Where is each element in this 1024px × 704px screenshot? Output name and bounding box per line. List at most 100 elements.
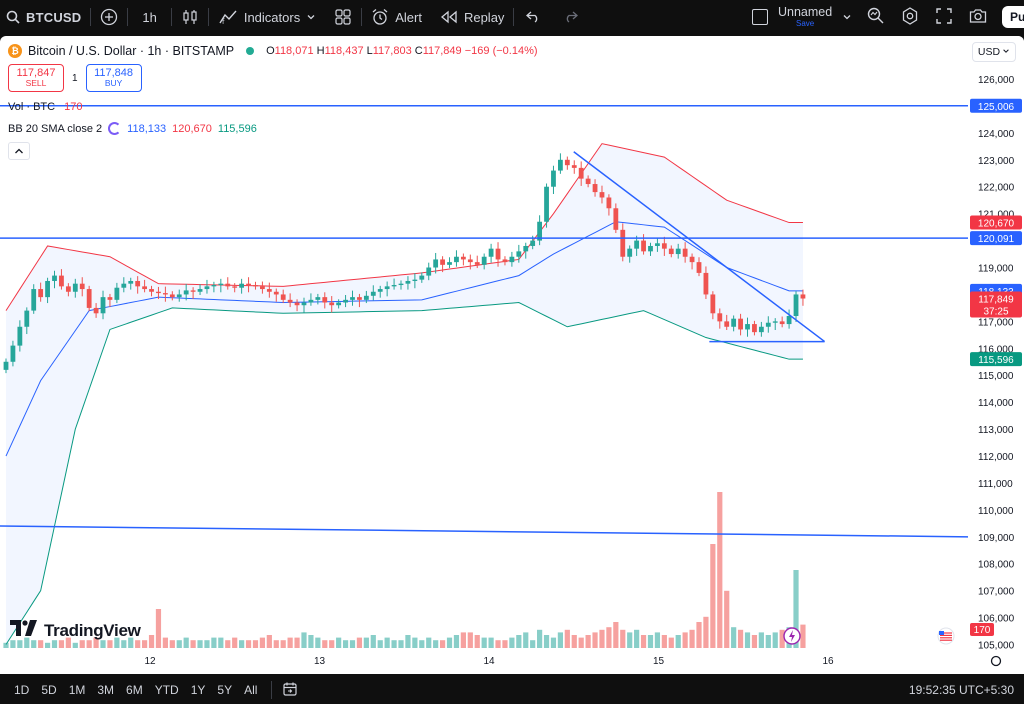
volume-bar	[474, 635, 480, 648]
volume-bar	[585, 635, 591, 648]
rewind-icon	[440, 10, 458, 24]
time-axis[interactable]: 12 13 14 15 16	[144, 655, 1002, 667]
candle-body	[239, 283, 245, 288]
replay-button[interactable]: Replay	[431, 0, 513, 34]
chart-type-button[interactable]	[172, 0, 208, 34]
chevron-down-icon	[1002, 46, 1010, 58]
go-to-date-icon[interactable]	[272, 681, 308, 700]
order-quantity[interactable]: 1	[72, 72, 78, 84]
symbol-title[interactable]: Bitcoin / U.S. Dollar · 1h · BITSTAMP	[28, 44, 235, 58]
candle-body	[551, 170, 556, 187]
save-label[interactable]: Save	[795, 19, 815, 29]
bb-lower-value: 115,596	[217, 122, 257, 135]
candle-body	[204, 286, 210, 290]
candle-body	[280, 294, 286, 300]
camera-icon[interactable]	[968, 6, 988, 29]
trend-line[interactable]	[0, 525, 969, 538]
settings-icon[interactable]	[900, 6, 920, 29]
volume-bar	[751, 635, 758, 648]
symbol-legend: ₿ Bitcoin / U.S. Dollar · 1h · BITSTAMP …	[8, 44, 538, 58]
candle-body	[266, 289, 272, 292]
tradingview-logo[interactable]: TradingView	[10, 620, 141, 641]
candle-body	[675, 248, 681, 255]
range-3m[interactable]: 3M	[97, 683, 115, 697]
layouts-button[interactable]	[325, 0, 361, 34]
candle-body	[544, 186, 549, 222]
volume-bar	[446, 637, 453, 648]
candle-body	[474, 262, 480, 265]
price-tick-label: 117,000	[978, 317, 1014, 328]
fullscreen-icon[interactable]	[934, 6, 954, 29]
axis-settings-icon[interactable]	[990, 655, 1002, 667]
symbol-search[interactable]: BTCUSD	[0, 0, 90, 34]
volume-bar	[294, 637, 300, 648]
volume-bar	[696, 622, 702, 648]
bitcoin-icon: ₿	[8, 44, 22, 58]
volume-bar	[682, 632, 688, 648]
range-5y[interactable]: 5Y	[217, 683, 233, 697]
volume-bar	[148, 635, 155, 648]
candle-body	[273, 291, 279, 295]
indicators-button[interactable]: f Indicators	[209, 0, 325, 34]
bb-legend[interactable]: BB 20 SMA close 2 118,133 120,670 115,59…	[8, 122, 257, 135]
candle-body	[627, 248, 633, 257]
drawings[interactable]	[0, 105, 969, 538]
range-1d[interactable]: 1D	[14, 683, 30, 697]
volume-bar	[329, 640, 335, 648]
sell-button[interactable]: 117,847 SELL	[8, 64, 64, 92]
layout-menu[interactable]: Unnamed Save	[752, 0, 852, 34]
volume-bar	[100, 640, 106, 648]
change-value: −169 (−0.14%)	[464, 45, 538, 57]
undo-button[interactable]	[514, 0, 552, 34]
price-label-text: 115,596	[978, 355, 1014, 366]
undo-icon	[526, 11, 540, 23]
collapse-legend-button[interactable]	[8, 142, 30, 160]
candle-body	[183, 290, 189, 295]
buy-button[interactable]: 117,848 BUY	[85, 64, 142, 92]
triangle-line[interactable]	[573, 151, 826, 343]
low-value: 117,803	[372, 45, 412, 57]
currency-selector[interactable]: USD	[972, 42, 1016, 62]
plus-circle-icon	[100, 8, 118, 26]
volume-bar	[349, 640, 356, 648]
range-1y[interactable]: 1Y	[190, 683, 206, 697]
date-ranges: 1D 5D 1M 3M 6M YTD 1Y 5Y All	[0, 683, 263, 697]
interval-button[interactable]: 1h	[142, 9, 157, 25]
top-toolbar: BTCUSD 1h f Indicators	[0, 0, 1024, 34]
candle-body	[412, 279, 418, 281]
clock[interactable]: 19:52:35 UTC+5:30	[908, 683, 1014, 697]
publish-button[interactable]: Pu	[1002, 6, 1024, 28]
redo-button[interactable]	[552, 0, 590, 34]
price-label-box	[970, 291, 1022, 318]
range-ytd[interactable]: YTD	[154, 683, 179, 697]
close-key: C	[414, 45, 423, 57]
range-all[interactable]: All	[244, 683, 258, 697]
bb-upper-value: 120,670	[172, 122, 212, 135]
volume-bar	[86, 640, 92, 648]
volume-legend[interactable]: Vol · BTC 170	[8, 101, 83, 113]
range-5d[interactable]: 5D	[41, 683, 57, 697]
quick-search-icon[interactable]	[866, 6, 886, 29]
alert-button[interactable]: Alert	[362, 0, 431, 34]
compare-button[interactable]	[91, 0, 127, 34]
volume-legend-value: 170	[64, 101, 83, 113]
candle-body	[114, 287, 120, 300]
candles	[3, 153, 806, 374]
chart-pane[interactable]: 127,000126,000124,000123,000122,000121,0…	[0, 36, 1024, 674]
close-value: 117,849	[422, 45, 462, 57]
range-1m[interactable]: 1M	[68, 683, 86, 697]
volume-bar	[142, 640, 148, 648]
candle-body	[17, 326, 23, 346]
volume-bar	[384, 637, 390, 648]
candle-body	[169, 294, 175, 298]
chevron-up-icon	[14, 142, 24, 160]
volume-bar	[592, 632, 598, 648]
range-6m[interactable]: 6M	[126, 683, 143, 697]
candle-body	[294, 302, 300, 306]
volume-bar	[17, 640, 23, 648]
candle-body	[38, 289, 44, 298]
volume-bar	[744, 632, 751, 648]
candle-body	[218, 283, 224, 286]
volume-bar	[107, 640, 113, 648]
redo-icon	[564, 11, 579, 23]
